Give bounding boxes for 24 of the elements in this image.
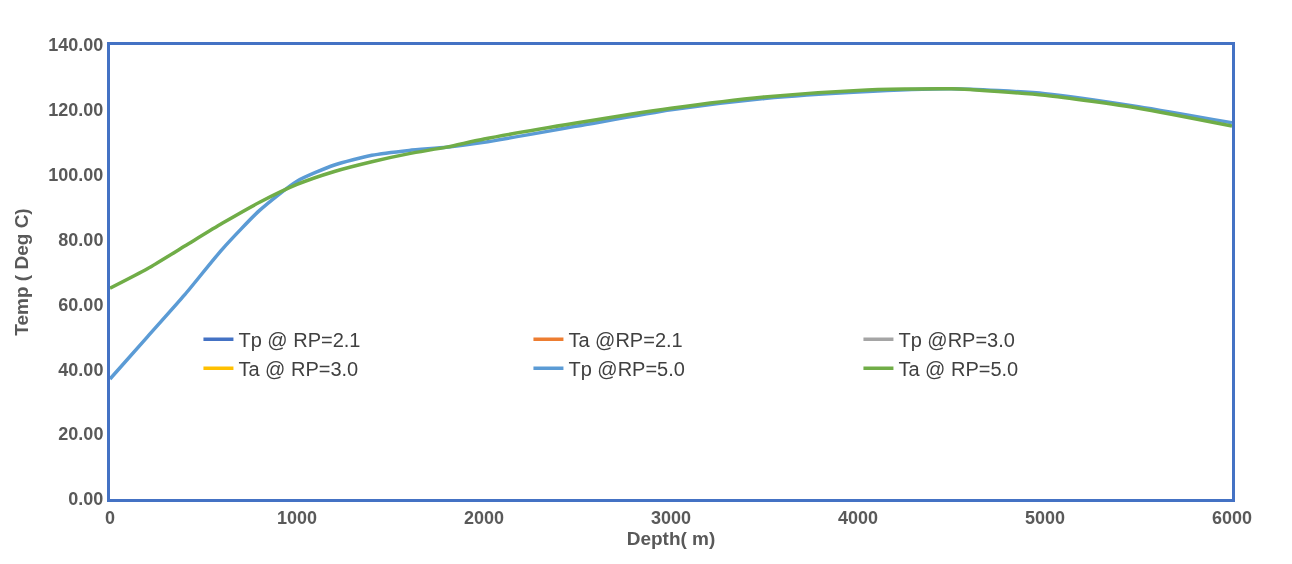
legend-label: Ta @ RP=5.0	[898, 358, 1019, 381]
legend-label: Ta @ RP=3.0	[238, 358, 359, 381]
y-tick-label: 0.00	[68, 489, 104, 510]
y-tick-label: 140.00	[48, 35, 104, 56]
x-tick-label: 3000	[650, 507, 692, 528]
y-tick-label: 120.00	[48, 100, 104, 121]
x-tick-label: 1000	[276, 507, 318, 528]
y-tick-label: 20.00	[58, 424, 104, 445]
legend-label: Ta @RP=2.1	[568, 329, 683, 352]
y-tick-label: 60.00	[58, 294, 104, 315]
legend-label: Tp @RP=3.0	[898, 329, 1015, 352]
x-axis-title: Depth( m)	[626, 527, 716, 549]
x-tick-label: 5000	[1024, 507, 1066, 528]
x-tick-label: 0	[104, 507, 116, 528]
x-tick-label: 6000	[1211, 507, 1253, 528]
y-tick-label: 40.00	[58, 359, 104, 380]
x-tick-label: 4000	[837, 507, 879, 528]
line-series	[110, 86, 1232, 290]
legend-label: Tp @RP=5.0	[568, 358, 685, 381]
y-tick-label: 80.00	[58, 229, 104, 250]
y-axis-title: Temp ( Deg C)	[11, 208, 33, 336]
legend-label: Tp @ RP=2.1	[238, 329, 361, 352]
x-tick-label: 2000	[463, 507, 505, 528]
y-tick-label: 100.00	[48, 165, 104, 186]
